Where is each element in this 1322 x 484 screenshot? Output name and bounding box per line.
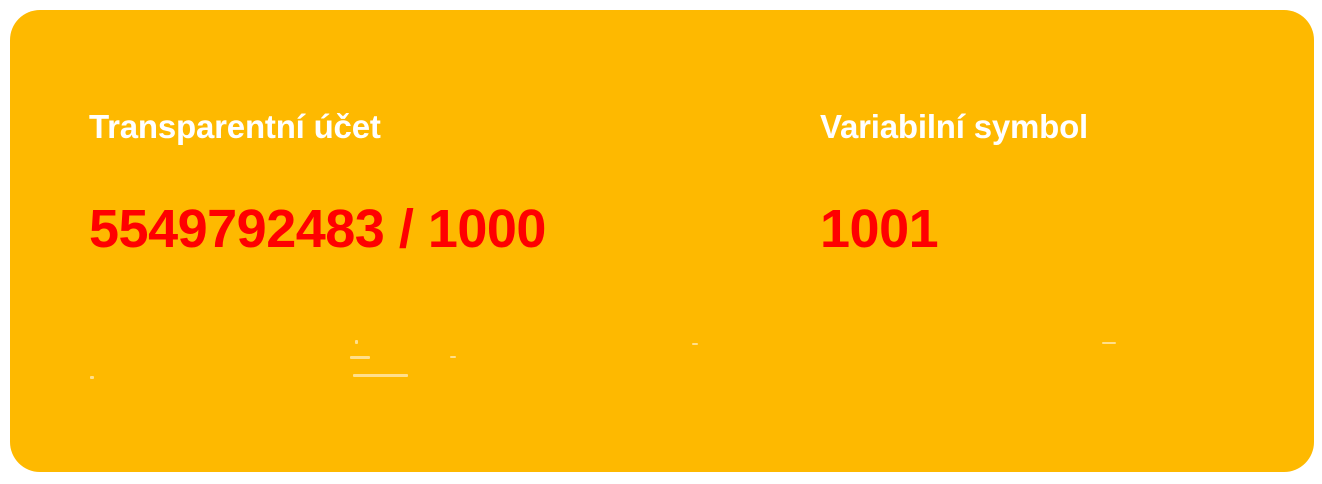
variable-symbol-label: Variabilní symbol [820, 108, 1089, 145]
render-artifact [353, 374, 408, 377]
render-artifact [90, 376, 94, 379]
render-artifact [1102, 342, 1116, 344]
account-number: 5549792483 / 1000 [89, 199, 546, 259]
variable-symbol-value: 1001 [820, 199, 939, 259]
render-artifact [692, 343, 698, 345]
payment-info-card: Transparentní účet 5549792483 / 1000 Var… [10, 10, 1314, 472]
render-artifact [350, 356, 370, 359]
render-artifact [355, 340, 358, 344]
render-artifact [450, 356, 456, 358]
account-label: Transparentní účet [89, 108, 381, 145]
